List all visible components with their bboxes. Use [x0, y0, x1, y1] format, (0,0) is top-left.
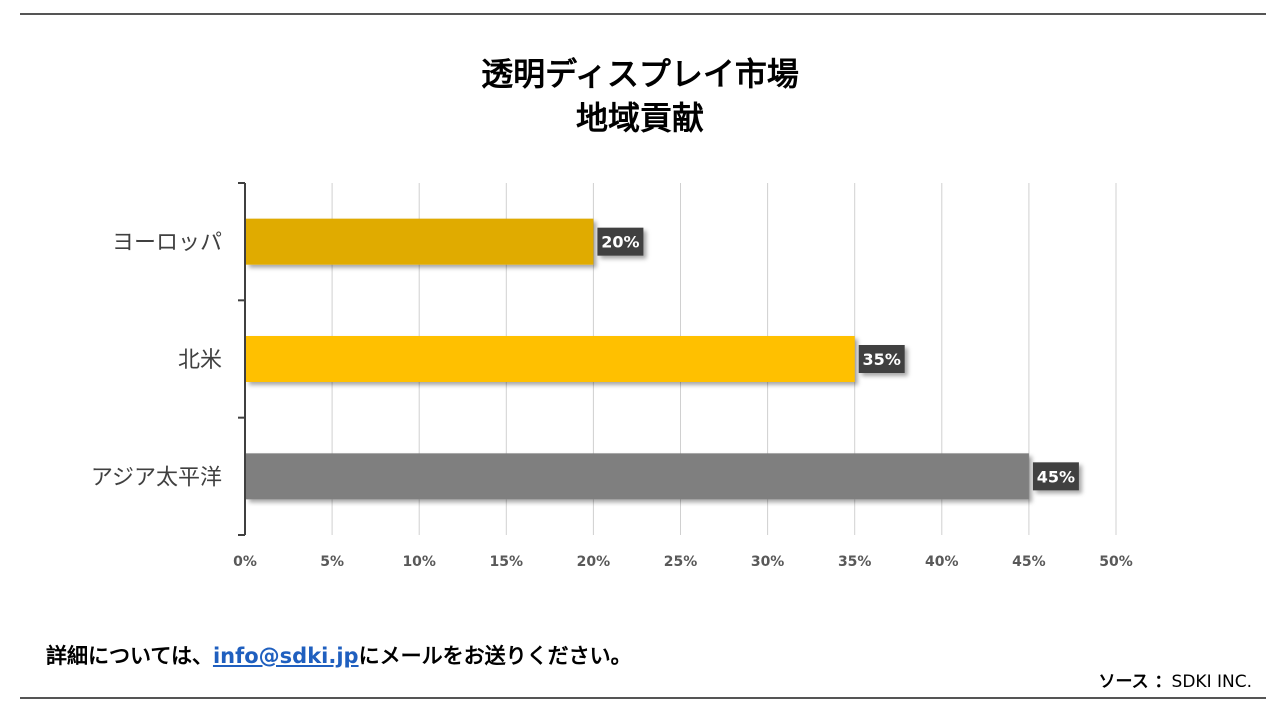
x-tick-label-1: 5%	[320, 554, 344, 570]
source-label: ソース ：	[1098, 672, 1172, 692]
category-label-0: ヨーロッパ	[112, 231, 222, 256]
category-label-1: 北米	[178, 348, 222, 373]
chart-title-line-2: 地域貢献	[575, 99, 704, 137]
value-label-0: 20%	[601, 233, 639, 252]
source-value: SDKI INC.	[1171, 672, 1252, 692]
x-tick-label-6: 30%	[751, 554, 785, 570]
value-label-2: 45%	[1037, 467, 1075, 486]
x-tick-label-9: 45%	[1012, 554, 1046, 570]
value-label-box-0	[597, 227, 644, 256]
x-tick-label-5: 25%	[664, 554, 698, 570]
value-label-box-1	[858, 345, 905, 373]
x-tick-label-10: 50%	[1099, 554, 1133, 570]
x-tick-label-8: 40%	[925, 554, 959, 570]
x-tick-label-2: 10%	[402, 554, 436, 570]
x-tick-label-0: 0%	[233, 554, 257, 570]
email-link[interactable]: info@sdki.jp	[212, 644, 359, 668]
bottom-rule	[20, 697, 1266, 699]
footer-prefix: 詳細については、	[46, 644, 213, 668]
value-label-box-2	[1032, 462, 1079, 491]
top-rule	[20, 13, 1266, 15]
chart-title-line-1: 透明ディスプレイ市場	[481, 55, 799, 93]
x-tick-label-4: 20%	[577, 554, 611, 570]
value-label-1: 35%	[863, 350, 901, 369]
chart-title: 透明ディスプレイ市場 地域貢献	[0, 52, 1280, 140]
source-note: ソース ：SDKI INC.	[1098, 667, 1252, 692]
bar-0	[246, 218, 594, 265]
x-tick-label-3: 15%	[490, 554, 524, 570]
x-tick-label-7: 35%	[838, 554, 872, 570]
footer-suffix: にメールをお送りください。	[358, 644, 632, 668]
bar-1	[246, 336, 855, 382]
bar-2	[246, 453, 1029, 500]
footer-note: 詳細については、info@sdki.jpにメールをお送りください。	[46, 640, 632, 670]
category-label-2: アジア太平洋	[91, 465, 222, 490]
